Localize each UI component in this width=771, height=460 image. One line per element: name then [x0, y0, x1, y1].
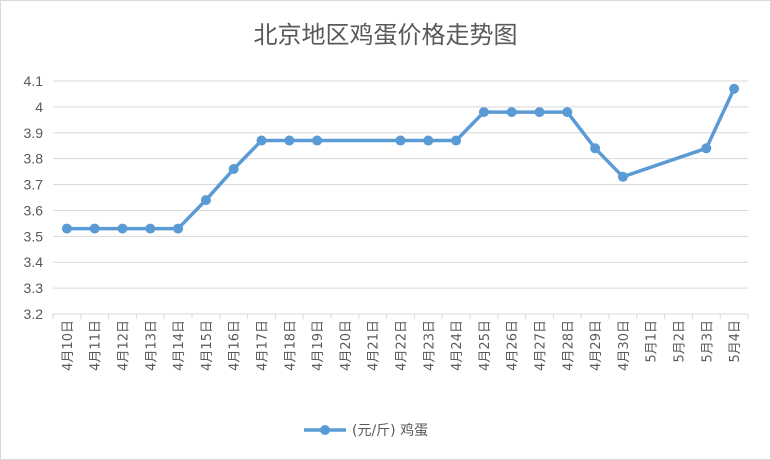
data-point — [478, 107, 489, 118]
y-tick-label: 3.2 — [24, 306, 44, 322]
data-point — [451, 135, 462, 146]
x-tick-label: 4月23日 — [422, 320, 437, 371]
data-point — [61, 223, 72, 234]
y-tick-label: 4.1 — [24, 73, 44, 89]
data-point — [423, 135, 434, 146]
x-tick-label: 5月3日 — [700, 320, 715, 363]
y-tick-label: 3.7 — [24, 177, 44, 193]
data-point — [617, 171, 628, 182]
x-tick-label: 4月18日 — [283, 320, 298, 371]
x-tick-label: 4月16日 — [228, 320, 243, 371]
x-tick-label: 5月2日 — [673, 320, 688, 363]
x-tick-label: 4月27日 — [534, 320, 549, 371]
x-tick-label: 5月1日 — [645, 320, 660, 363]
x-tick-label: 4月26日 — [506, 320, 521, 371]
y-tick-label: 3.9 — [24, 125, 44, 141]
x-tick-label: 4月19日 — [311, 320, 326, 371]
y-tick-label: 3.3 — [24, 280, 44, 296]
x-tick-label: 4月29日 — [589, 320, 604, 371]
x-tick-label: 4月20日 — [339, 320, 354, 371]
x-tick-label: 4月14日 — [172, 320, 187, 371]
y-tick-label: 4 — [35, 99, 43, 115]
data-point — [173, 223, 184, 234]
y-tick-label: 3.6 — [24, 202, 44, 218]
data-point — [200, 195, 211, 206]
data-point — [395, 135, 406, 146]
data-point — [89, 223, 100, 234]
x-tick-label: 4月21日 — [367, 320, 382, 371]
x-tick-label: 4月13日 — [144, 320, 159, 371]
data-point — [228, 164, 239, 175]
x-tick-label: 4月24日 — [450, 320, 465, 371]
data-point — [117, 223, 128, 234]
x-tick-label: 4月25日 — [478, 320, 493, 371]
data-point — [701, 143, 712, 154]
data-point — [729, 83, 740, 94]
data-point — [312, 135, 323, 146]
y-tick-label: 3.4 — [24, 254, 44, 270]
data-point — [562, 107, 573, 118]
legend-label: (元/斤) 鸡蛋 — [352, 422, 428, 439]
legend-marker — [320, 425, 330, 435]
data-point — [256, 135, 267, 146]
x-tick-label: 4月30日 — [617, 320, 632, 371]
x-tick-label: 4月17日 — [256, 320, 271, 371]
data-point — [534, 107, 545, 118]
data-point — [506, 107, 517, 118]
x-tick-label: 4月15日 — [200, 320, 215, 371]
x-tick-label: 5月4日 — [728, 320, 743, 363]
chart-title: 北京地区鸡蛋价格走势图 — [253, 21, 518, 49]
x-tick-label: 4月12日 — [117, 320, 132, 371]
x-tick-label: 4月11日 — [89, 320, 104, 371]
x-tick-label: 4月10日 — [61, 320, 76, 371]
x-tick-label: 4月28日 — [561, 320, 576, 371]
data-point — [145, 223, 156, 234]
y-tick-label: 3.8 — [24, 151, 44, 167]
y-tick-label: 3.5 — [24, 228, 44, 244]
data-point — [284, 135, 295, 146]
x-tick-label: 4月22日 — [395, 320, 410, 371]
data-point — [590, 143, 601, 154]
